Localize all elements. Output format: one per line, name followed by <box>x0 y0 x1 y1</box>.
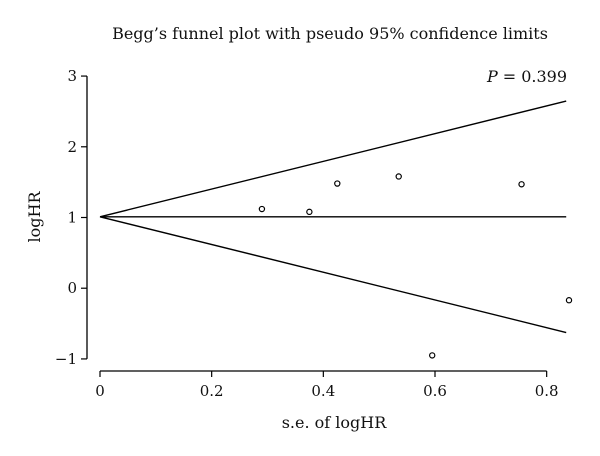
x-tick-label: 0.8 <box>535 382 559 400</box>
x-tick-label: 0.2 <box>200 382 224 400</box>
study-point <box>518 181 525 188</box>
y-axis-ticks: −1 0 1 2 3 <box>55 67 87 368</box>
p-value-text: = 0.399 <box>503 67 567 86</box>
chart-title: Begg’s funnel plot with pseudo 95% confi… <box>112 24 548 43</box>
y-tick-label: 0 <box>67 279 77 297</box>
x-tick-label: 0.4 <box>311 382 335 400</box>
lower-confidence-limit-line <box>99 216 567 334</box>
y-tick-label: −1 <box>55 350 77 368</box>
y-axis-label: logHR <box>25 191 44 243</box>
x-tick-label: 0 <box>95 382 105 400</box>
x-tick-label: 0.6 <box>423 382 447 400</box>
study-point <box>258 205 266 213</box>
study-point <box>429 352 436 359</box>
y-tick-label: 3 <box>67 67 77 85</box>
x-axis-label: s.e. of logHR <box>282 413 388 432</box>
p-value-annotation: P = 0.399 <box>486 67 567 86</box>
funnel-lines <box>99 100 567 334</box>
study-points <box>258 173 573 359</box>
p-value-label: P <box>486 67 498 86</box>
study-point <box>306 208 313 216</box>
upper-confidence-limit-line <box>99 100 567 218</box>
y-tick-label: 2 <box>67 138 77 156</box>
study-point <box>395 173 402 180</box>
y-tick-label: 1 <box>67 209 77 227</box>
x-axis-ticks: 0 0.2 0.4 0.6 0.8 <box>95 371 559 400</box>
study-point <box>565 297 573 304</box>
plot-axes <box>86 76 547 372</box>
study-point <box>334 180 341 187</box>
